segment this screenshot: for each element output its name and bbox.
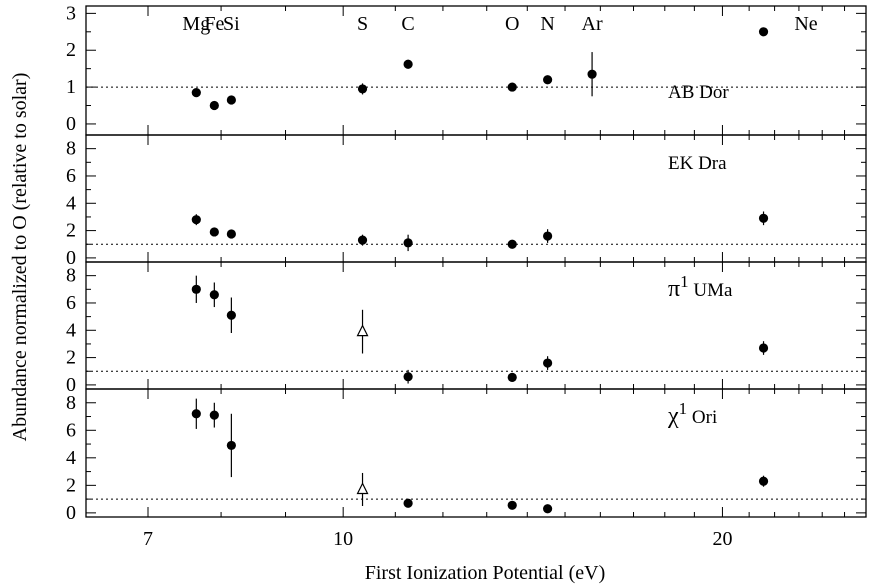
element-label-si: Si	[223, 13, 240, 35]
point-fe	[209, 410, 219, 420]
point-ne	[758, 343, 769, 353]
point-si	[226, 310, 236, 320]
point-ne	[758, 213, 769, 223]
y-tick-label: 8	[66, 265, 76, 287]
point-c	[403, 59, 413, 69]
element-label-ne: Ne	[794, 13, 817, 35]
y-axis-label: Abundance normalized to O (relative to s…	[9, 73, 31, 442]
point-c	[403, 372, 413, 382]
y-tick-label: 0	[66, 374, 76, 396]
y-tick-label: 6	[66, 292, 76, 314]
panel-4: 0 2 4 6 8 χ1 Ori	[66, 388, 867, 524]
x-axis-label: First Ionization Potential (eV)	[365, 562, 606, 584]
point-n	[543, 75, 553, 85]
point-o	[507, 500, 517, 510]
element-label-o: O	[505, 13, 519, 35]
y-tick-label: 4	[66, 192, 76, 214]
point-mg	[191, 284, 201, 294]
element-label-s: S	[357, 13, 368, 35]
y-tick-label: 4	[66, 447, 76, 469]
point-s	[357, 84, 368, 94]
x-tick-label: 10	[333, 528, 353, 550]
point-fe	[209, 100, 219, 111]
point-ne	[758, 27, 769, 37]
y-tick-label: 2	[66, 474, 76, 496]
y-tick-label: 0	[66, 502, 76, 524]
y-tick-label: 1	[66, 76, 76, 98]
point-n	[543, 504, 553, 514]
star-label: AB Dor	[668, 82, 729, 103]
panel-2: 0 2 4 6 8 EK Dra	[66, 134, 867, 269]
point-mg	[191, 409, 201, 419]
y-tick-label: 0	[66, 247, 76, 269]
point-o	[507, 372, 517, 382]
y-tick-label: 6	[66, 419, 76, 441]
point-fe	[209, 227, 219, 237]
y-tick-label: 4	[66, 319, 76, 341]
point-n	[543, 231, 553, 241]
element-label-ar: Ar	[582, 13, 603, 35]
point-s	[356, 482, 369, 495]
panel-3: 0 2 4 6 8 π1 UMa	[66, 261, 867, 396]
panel-frame	[85, 134, 867, 263]
y-tick-label: 2	[66, 220, 76, 242]
element-label-mg: Mg	[182, 13, 210, 35]
element-label-n: N	[540, 13, 554, 35]
star-label: π1 UMa	[668, 272, 733, 302]
point-ne	[758, 476, 769, 486]
point-mg	[191, 215, 201, 225]
point-si	[226, 440, 236, 451]
point-mg	[191, 88, 201, 98]
x-tick-label: 20	[712, 528, 732, 550]
point-n	[543, 358, 553, 368]
y-tick-label: 2	[66, 39, 76, 61]
star-label: EK Dra	[668, 153, 727, 174]
point-s	[356, 324, 369, 337]
point-o	[507, 82, 517, 92]
point-si	[226, 95, 236, 105]
y-tick-label: 2	[66, 347, 76, 369]
element-label-fe: Fe	[204, 13, 224, 35]
point-c	[403, 238, 413, 248]
panel-frame	[85, 388, 867, 518]
y-tick-label: 8	[66, 138, 76, 160]
panel-frame	[85, 261, 867, 390]
x-tick-label: 7	[143, 528, 153, 550]
y-tick-label: 0	[66, 113, 76, 135]
point-si	[226, 229, 236, 239]
y-tick-label: 8	[66, 392, 76, 414]
point-c	[403, 498, 413, 508]
point-s	[357, 235, 368, 245]
element-label-c: C	[401, 13, 414, 35]
point-ar	[587, 69, 597, 79]
star-label: χ1 Ori	[667, 399, 717, 429]
point-o	[507, 239, 517, 249]
point-fe	[209, 290, 219, 300]
y-tick-label: 6	[66, 165, 76, 187]
y-tick-label: 3	[66, 2, 76, 24]
